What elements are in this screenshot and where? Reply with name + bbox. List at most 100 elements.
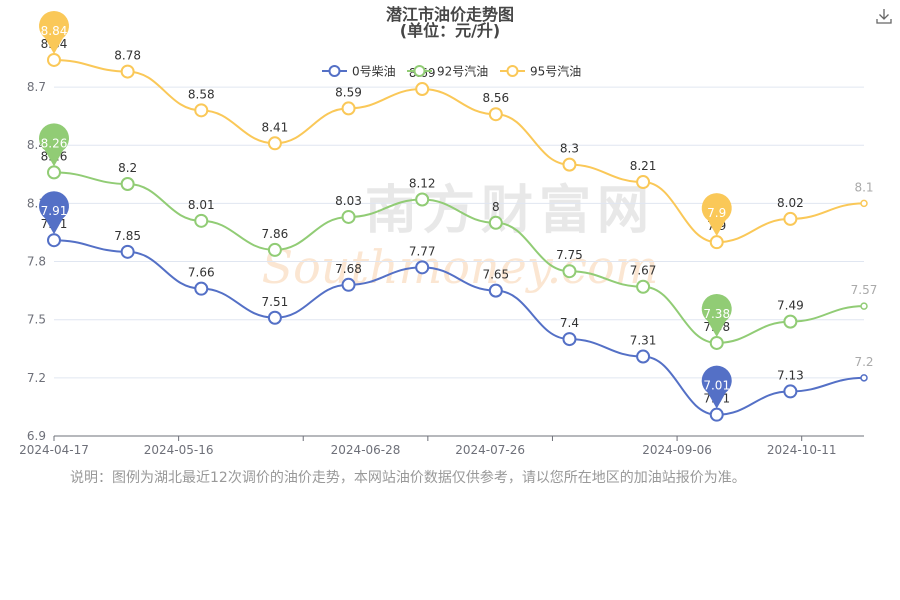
x-tick-label: 2024-07-26 xyxy=(455,443,525,457)
legend-label: 0号柴油 xyxy=(352,65,396,79)
pin-label: 7.91 xyxy=(41,204,68,218)
data-point[interactable] xyxy=(860,199,868,208)
download-icon[interactable] xyxy=(874,6,894,26)
data-point[interactable] xyxy=(267,310,282,325)
watermark: 南方财富网 Southmoney.com xyxy=(262,181,659,294)
marker-pin: 8.26 xyxy=(39,123,70,167)
data-label: 8.21 xyxy=(630,159,657,173)
pin-shape xyxy=(701,293,732,337)
data-point[interactable] xyxy=(415,260,430,275)
data-label: 7.67 xyxy=(630,264,657,278)
data-label: 8.03 xyxy=(335,194,362,208)
data-label: 7.86 xyxy=(262,227,289,241)
data-point[interactable] xyxy=(562,264,577,279)
data-label: 7.57 xyxy=(851,283,878,297)
marker-pin: 7.01 xyxy=(701,365,732,409)
data-point[interactable] xyxy=(47,165,61,180)
data-point[interactable] xyxy=(341,277,356,292)
data-point[interactable] xyxy=(709,335,724,350)
data-label: 8.2 xyxy=(118,161,137,175)
y-tick-label: 7.8 xyxy=(27,255,46,269)
data-point[interactable] xyxy=(562,157,577,172)
x-tick-label: 2024-09-06 xyxy=(642,443,712,457)
data-point[interactable] xyxy=(709,407,724,422)
data-point[interactable] xyxy=(783,384,798,399)
data-point[interactable] xyxy=(860,302,868,310)
watermark-text-en: Southmoney.com xyxy=(262,240,659,294)
data-point[interactable] xyxy=(488,107,503,122)
data-label: 7.85 xyxy=(114,229,141,243)
data-label: 7.49 xyxy=(777,299,804,313)
data-label: 8.58 xyxy=(188,87,215,101)
data-label: 8.01 xyxy=(188,198,215,212)
data-label: 7.75 xyxy=(556,248,583,262)
pin-shape xyxy=(39,10,70,54)
y-tick-label: 6.9 xyxy=(27,429,46,443)
x-tick-label: 2024-06-28 xyxy=(331,443,401,457)
data-point[interactable] xyxy=(120,244,135,259)
data-point[interactable] xyxy=(709,235,724,250)
legend-symbol xyxy=(413,65,426,77)
data-label: 8.1 xyxy=(854,180,873,194)
chart-subtitle: (单位：元/升) xyxy=(399,21,501,40)
marker-pin: 7.91 xyxy=(39,191,70,235)
marker-pin: 7.38 xyxy=(701,293,732,337)
legend-item-0[interactable]: 0号柴油 xyxy=(322,65,396,79)
pin-label: 8.84 xyxy=(41,24,68,38)
watermark-text-cn: 南方财富网 xyxy=(365,181,655,241)
data-point[interactable] xyxy=(562,332,577,347)
x-tick-label: 2024-04-17 xyxy=(19,443,89,457)
legend-item-2[interactable]: 95号汽油 xyxy=(500,64,581,79)
data-point[interactable] xyxy=(783,211,798,226)
y-tick-label: 7.5 xyxy=(27,313,46,327)
chart-title: 潜江市油价走势图 xyxy=(385,5,514,24)
data-point[interactable] xyxy=(636,349,651,364)
data-point[interactable] xyxy=(488,283,503,298)
y-tick-label: 7.2 xyxy=(27,371,46,385)
pin-shape xyxy=(39,123,70,167)
data-point[interactable] xyxy=(636,279,651,294)
data-label: 8.56 xyxy=(482,91,509,105)
data-point[interactable] xyxy=(47,233,61,248)
data-point[interactable] xyxy=(194,281,209,296)
pin-label: 8.26 xyxy=(41,136,68,150)
data-label: 7.66 xyxy=(188,266,215,280)
data-point[interactable] xyxy=(120,177,135,191)
data-point[interactable] xyxy=(120,64,135,79)
data-label: 8.3 xyxy=(560,142,579,156)
data-point[interactable] xyxy=(860,374,868,382)
data-label: 8.41 xyxy=(262,120,289,134)
legend-label: 92号汽油 xyxy=(437,64,488,79)
chart-note: 说明：图例为湖北最近12次调价的油价走势，本网站油价数据仅供参考，请以您所在地区… xyxy=(70,470,746,486)
marker-pin: 7.9 xyxy=(701,193,732,237)
data-point[interactable] xyxy=(194,213,209,228)
pin-label: 7.01 xyxy=(703,379,730,393)
legend-symbol xyxy=(328,65,341,77)
pin-shape xyxy=(701,193,732,237)
marker-pin: 8.84 xyxy=(39,10,70,54)
data-point[interactable] xyxy=(341,101,356,116)
y-tick-label: 8.7 xyxy=(27,80,46,94)
pin-label: 7.38 xyxy=(703,307,730,321)
data-point[interactable] xyxy=(341,209,356,224)
data-point[interactable] xyxy=(47,52,61,67)
data-label: 7.31 xyxy=(630,334,657,348)
data-label: 7.13 xyxy=(777,368,804,382)
data-label: 7.77 xyxy=(409,244,436,258)
data-label: 8.02 xyxy=(777,196,804,210)
data-point[interactable] xyxy=(636,175,651,190)
pin-shape xyxy=(701,365,732,409)
data-label: 8 xyxy=(492,200,500,214)
data-point[interactable] xyxy=(267,136,282,151)
data-point[interactable] xyxy=(488,215,503,230)
data-label: 7.4 xyxy=(560,316,579,330)
legend-label: 95号汽油 xyxy=(530,64,581,79)
data-point[interactable] xyxy=(267,242,282,257)
data-label: 8.59 xyxy=(335,85,362,99)
data-point[interactable] xyxy=(415,82,430,97)
legend-item-1[interactable]: 92号汽油 xyxy=(407,64,488,79)
data-point[interactable] xyxy=(783,314,798,329)
data-point[interactable] xyxy=(415,192,430,207)
data-point[interactable] xyxy=(194,103,209,118)
data-label: 8.12 xyxy=(409,177,436,191)
